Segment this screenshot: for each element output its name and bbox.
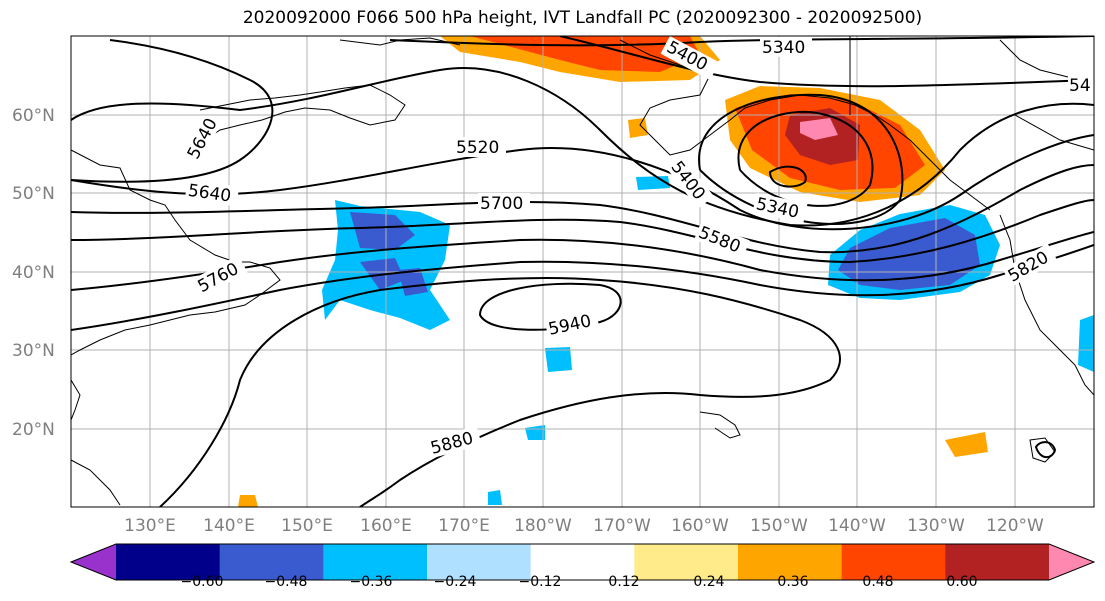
contour-5340-ring <box>737 110 874 207</box>
colorbar-bin <box>427 544 532 580</box>
lon-label: 140°W <box>828 516 886 536</box>
lon-label: 180°W <box>514 516 572 536</box>
contour-5880-east <box>1034 441 1057 459</box>
lon-label: 160°E <box>360 516 412 536</box>
contour-5400-north <box>559 36 1094 88</box>
latitude-labels: 60°N 50°N 40°N 30°N 20°N <box>12 106 55 440</box>
colorbar-tick-label: 0.60 <box>946 574 977 590</box>
contour-label: 5520 <box>456 138 499 158</box>
colorbar-bin <box>841 544 946 580</box>
lon-label: 150°W <box>750 516 808 536</box>
lon-label: 130°E <box>124 516 176 536</box>
height-contours <box>71 36 1094 507</box>
contour-5340-north <box>389 36 1094 47</box>
lat-label: 50°N <box>12 184 55 204</box>
lon-label: 160°W <box>671 516 729 536</box>
colorbar-bin <box>738 544 843 580</box>
contour-5580 <box>71 199 1094 264</box>
colorbar-tick-label: −0.48 <box>265 574 308 590</box>
colorbar-bin <box>219 544 324 580</box>
lon-label: 170°E <box>438 516 490 536</box>
lat-label: 30°N <box>12 341 55 361</box>
contour-5640 <box>71 134 1094 231</box>
lon-label: 140°E <box>203 516 255 536</box>
colorbar-bin <box>634 544 739 580</box>
lat-label: 20°N <box>12 420 55 440</box>
contour-labels: 5340 5400 54 5520 5640 5700 5400 5340 55… <box>184 36 1094 459</box>
colorbar-tick-label: 0.36 <box>777 574 808 590</box>
contour-5940 <box>478 282 622 331</box>
contour-west-bend <box>71 39 274 183</box>
lon-label: 170°W <box>593 516 651 536</box>
colorbar-tick-label: 0.24 <box>693 574 724 590</box>
contour-label: 54 <box>1069 76 1091 96</box>
contour-5520 <box>71 67 1094 227</box>
contour-5760 <box>71 231 1094 291</box>
colorbar-tick-label: −0.12 <box>519 574 562 590</box>
colorbar-bin <box>116 544 221 580</box>
colorbar-outline <box>69 543 1096 581</box>
colorbar-tick-label: −0.60 <box>181 574 224 590</box>
lon-label: 150°E <box>281 516 333 536</box>
colorbar-bin <box>323 544 428 580</box>
colorbar-extend-low <box>71 544 116 580</box>
colorbar-tick-labels: −0.60 −0.48 −0.36 −0.24 −0.12 0.12 0.24 … <box>181 574 978 590</box>
map-title: 2020092000 F066 500 hPa height, IVT Land… <box>242 8 923 28</box>
lat-label: 40°N <box>12 263 55 283</box>
contour-5820 <box>71 244 1094 331</box>
colorbar-extend-high <box>1049 544 1094 580</box>
colorbar <box>69 543 1096 581</box>
colorbar-tick-label: −0.36 <box>350 574 393 590</box>
contour-label: 5700 <box>480 194 523 214</box>
colorbar-bin <box>945 544 1050 580</box>
colorbar-bin <box>530 544 635 580</box>
map-frame <box>70 35 1095 508</box>
longitude-labels: 130°E 140°E 150°E 160°E 170°E 180°W 170°… <box>124 516 1044 536</box>
lat-label: 60°N <box>12 106 55 126</box>
contour-label: 5340 <box>762 38 805 58</box>
contour-5700 <box>71 164 1094 254</box>
contour-5880 <box>159 277 841 507</box>
lon-label: 130°W <box>907 516 965 536</box>
colorbar-tick-label: 0.12 <box>608 574 639 590</box>
contour-low-center <box>768 165 807 188</box>
colorbar-tick-label: 0.48 <box>862 574 893 590</box>
map-content: 5340 5400 54 5520 5640 5700 5400 5340 55… <box>71 36 1094 507</box>
lon-label: 120°W <box>986 516 1044 536</box>
colorbar-tick-label: −0.24 <box>434 574 477 590</box>
